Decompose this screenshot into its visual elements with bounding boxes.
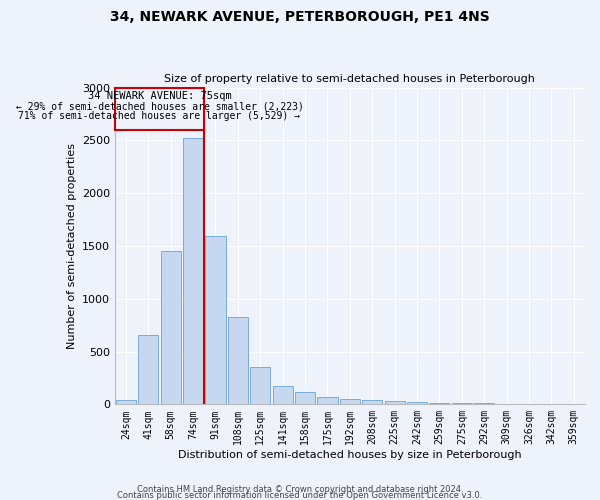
Bar xyxy=(228,316,248,404)
Bar xyxy=(183,138,203,404)
Y-axis label: Number of semi-detached properties: Number of semi-detached properties xyxy=(67,143,77,349)
Bar xyxy=(385,401,404,404)
Bar xyxy=(161,251,181,404)
Bar xyxy=(317,398,338,404)
Text: ← 29% of semi-detached houses are smaller (2,223): ← 29% of semi-detached houses are smalle… xyxy=(16,102,304,112)
Bar xyxy=(272,386,293,404)
Text: Contains HM Land Registry data © Crown copyright and database right 2024.: Contains HM Land Registry data © Crown c… xyxy=(137,484,463,494)
Bar xyxy=(295,392,315,404)
Text: 34, NEWARK AVENUE, PETERBOROUGH, PE1 4NS: 34, NEWARK AVENUE, PETERBOROUGH, PE1 4NS xyxy=(110,10,490,24)
Bar xyxy=(407,402,427,404)
Title: Size of property relative to semi-detached houses in Peterborough: Size of property relative to semi-detach… xyxy=(164,74,535,84)
Bar xyxy=(250,368,271,405)
Bar xyxy=(116,400,136,404)
Bar xyxy=(362,400,382,404)
Bar xyxy=(205,236,226,404)
Bar xyxy=(340,398,360,404)
X-axis label: Distribution of semi-detached houses by size in Peterborough: Distribution of semi-detached houses by … xyxy=(178,450,521,460)
Text: Contains public sector information licensed under the Open Government Licence v3: Contains public sector information licen… xyxy=(118,490,482,500)
Text: 34 NEWARK AVENUE: 75sqm: 34 NEWARK AVENUE: 75sqm xyxy=(88,90,232,101)
Text: 71% of semi-detached houses are larger (5,529) →: 71% of semi-detached houses are larger (… xyxy=(19,112,301,122)
Bar xyxy=(115,88,204,130)
Bar xyxy=(138,335,158,404)
Bar xyxy=(430,402,449,404)
